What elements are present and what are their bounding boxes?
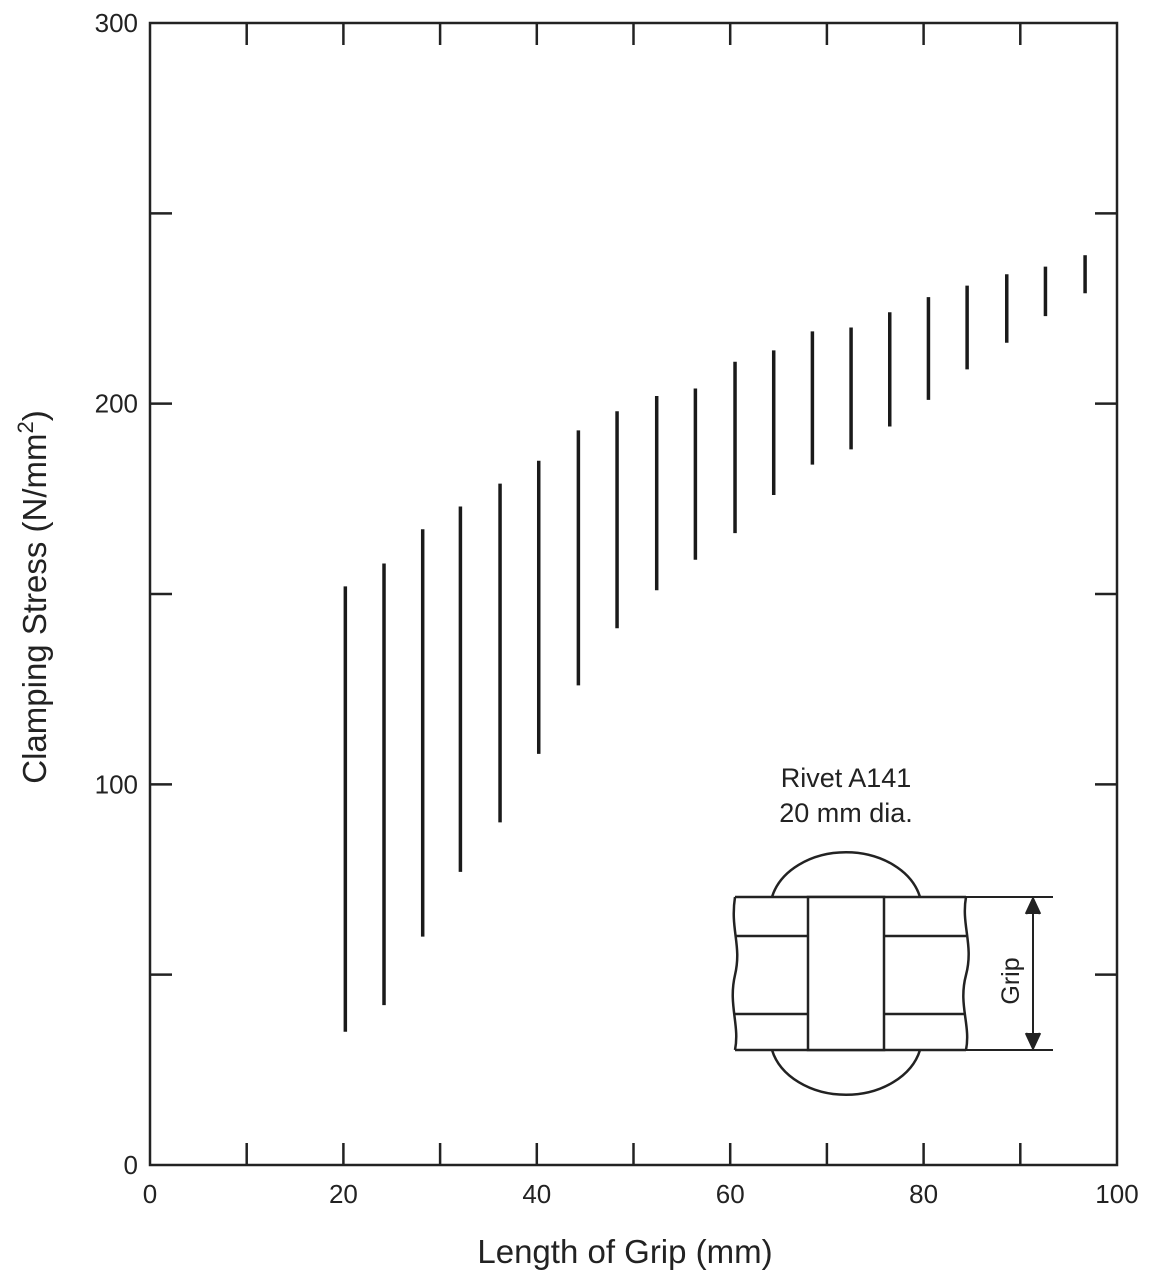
y-tick-label: 0 [124, 1150, 138, 1180]
axis-ticks [150, 23, 1117, 1165]
y-tick-label: 300 [95, 8, 138, 38]
y-axis-label: Clamping Stress (N/mm2) [13, 410, 53, 783]
plot-frame [148, 21, 1119, 1167]
annotation-rivet-diameter: 20 mm dia. [779, 798, 913, 828]
x-tick-label: 20 [329, 1179, 358, 1209]
rivet-head-bottom [770, 1049, 922, 1096]
y-axis-label-main: Clamping Stress (N/mm [16, 434, 53, 784]
annotation-rivet-type: Rivet A141 [781, 763, 912, 793]
x-tick-label: 60 [716, 1179, 745, 1209]
rivet-inset-diagram [731, 851, 1053, 1096]
y-axis-label-tail: ) [16, 410, 53, 421]
x-tick-label: 40 [522, 1179, 551, 1209]
plate-left-break [731, 896, 739, 1051]
grip-arrow-top [1024, 896, 1042, 915]
data-bars [343, 255, 1087, 1032]
grip-arrow-bottom [1024, 1032, 1042, 1051]
axis-tick-labels: 0 20 40 60 80 100 0 100 200 300 [95, 8, 1139, 1209]
y-tick-label: 100 [95, 769, 138, 799]
x-tick-label: 0 [143, 1179, 157, 1209]
y-axis-label-superscript: 2 [13, 421, 38, 433]
grip-label: Grip [997, 957, 1025, 1004]
x-tick-label: 80 [909, 1179, 938, 1209]
x-tick-label: 100 [1095, 1179, 1138, 1209]
x-axis-label: Length of Grip (mm) [477, 1233, 772, 1270]
plate-right-break [962, 896, 970, 1051]
y-tick-label: 200 [95, 389, 138, 419]
rivet-head-top [770, 851, 922, 898]
rivet-shank [806, 895, 886, 1052]
